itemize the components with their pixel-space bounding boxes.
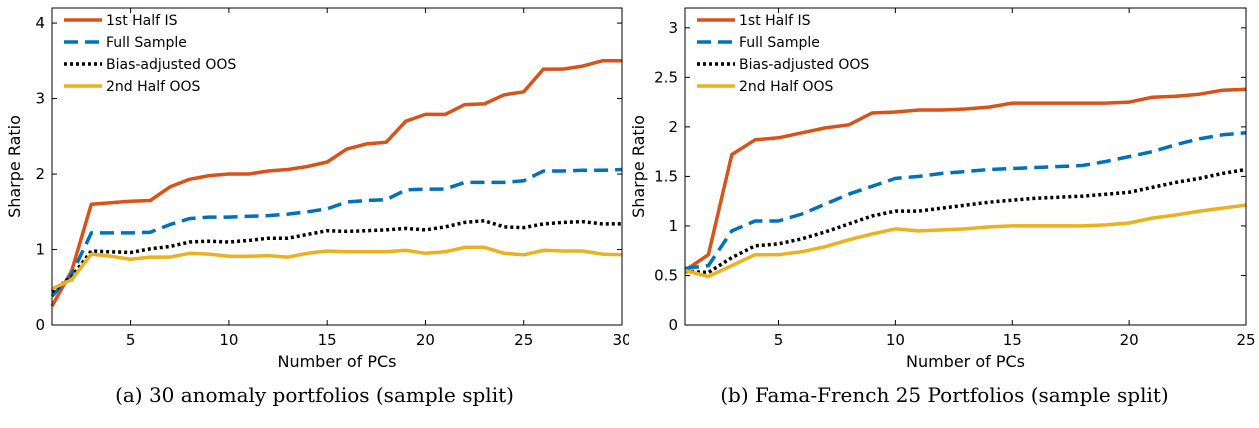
chart-b-xtick-label-3: 20	[1120, 331, 1139, 349]
chart-b-legend-label-3: 2nd Half OOS	[739, 79, 834, 95]
chart-b-xtick-label-0: 5	[774, 331, 784, 349]
chart-b-xtick-label-1: 10	[886, 331, 905, 349]
chart-b-ytick-label-3: 1.5	[654, 167, 678, 185]
chart-a-xtick-label-5: 30	[612, 331, 629, 349]
chart-a-xtick-label-3: 20	[416, 331, 435, 349]
chart-a-ytick-label-0: 0	[35, 316, 45, 334]
chart-a-svg: 5 10 15 20 25 30 0 1 2 3 4 Number of PCs Sharpe Rati…	[5, 7, 629, 371]
chart-b-series-2-line	[684, 167, 1247, 275]
chart-b-xtick-label-4: 25	[1236, 331, 1255, 349]
chart-b-svg: 5 10 15 20 25 0 0.5 1 1.5 2 2.5 3 Number of PCs Sharp…	[630, 7, 1256, 371]
chart-b-ytick-label-6: 3	[668, 19, 678, 37]
chart-a-ytick-label-4: 4	[35, 14, 45, 32]
chart-b-ytick-label-0: 0	[668, 316, 678, 334]
chart-a-caption: (a) 30 anomaly portfolios (sample split)	[115, 383, 514, 407]
chart-a-xlabel: Number of PCs	[277, 352, 396, 371]
chart-a-ylabel: Sharpe Ratio	[5, 115, 24, 218]
chart-b-ytick-label-4: 2	[668, 118, 678, 136]
chart-panel-a: 5 10 15 20 25 30 0 1 2 3 4 Number of PCs Sharpe Rati…	[0, 0, 629, 428]
chart-a-legend-label-0: 1st Half IS	[106, 13, 178, 29]
chart-panel-b: 5 10 15 20 25 0 0.5 1 1.5 2 2.5 3 Number of PCs Sharp…	[630, 0, 1259, 428]
chart-b-caption: (b) Fama-French 25 Portfolios (sample sp…	[720, 383, 1169, 407]
chart-a-xtick-label-0: 5	[126, 331, 136, 349]
chart-b-series-1-line	[684, 131, 1247, 271]
chart-b-legend-label-2: Bias-adjusted OOS	[739, 57, 869, 73]
chart-a-ytick-label-2: 2	[35, 165, 45, 183]
chart-a-legend-label-3: 2nd Half OOS	[106, 79, 201, 95]
chart-b-series-0-line	[684, 87, 1247, 272]
chart-a-ytick-label-1: 1	[35, 241, 45, 259]
chart-b-ytick-label-1: 0.5	[654, 266, 678, 284]
chart-a-xtick-label-4: 25	[514, 331, 533, 349]
chart-a-legend-label-1: Full Sample	[106, 35, 187, 51]
chart-b-ytick-label-2: 1	[668, 217, 678, 235]
chart-a-series-0-line	[50, 59, 622, 307]
chart-b-ylabel: Sharpe Ratio	[630, 115, 648, 218]
chart-b-legend-label-1: Full Sample	[739, 35, 820, 51]
chart-a-xtick-label-1: 10	[219, 331, 238, 349]
chart-a-series-3-line	[51, 245, 623, 291]
chart-a-axes-frame	[51, 7, 623, 326]
chart-a-legend-label-2: Bias-adjusted OOS	[106, 57, 236, 73]
chart-b-xtick-label-2: 15	[1003, 331, 1022, 349]
chart-a-xtick-label-2: 15	[318, 331, 337, 349]
chart-b-axes-frame	[684, 7, 1247, 326]
chart-b-series-3-line	[684, 203, 1247, 279]
chart-b-legend-label-0: 1st Half IS	[739, 13, 811, 29]
chart-a-ytick-label-3: 3	[35, 90, 45, 108]
chart-b-xlabel: Number of PCs	[906, 352, 1025, 371]
chart-b-ytick-label-5: 2.5	[654, 68, 678, 86]
chart-a-series-1-line	[50, 167, 623, 298]
chart-a-series-2-line	[50, 219, 622, 294]
